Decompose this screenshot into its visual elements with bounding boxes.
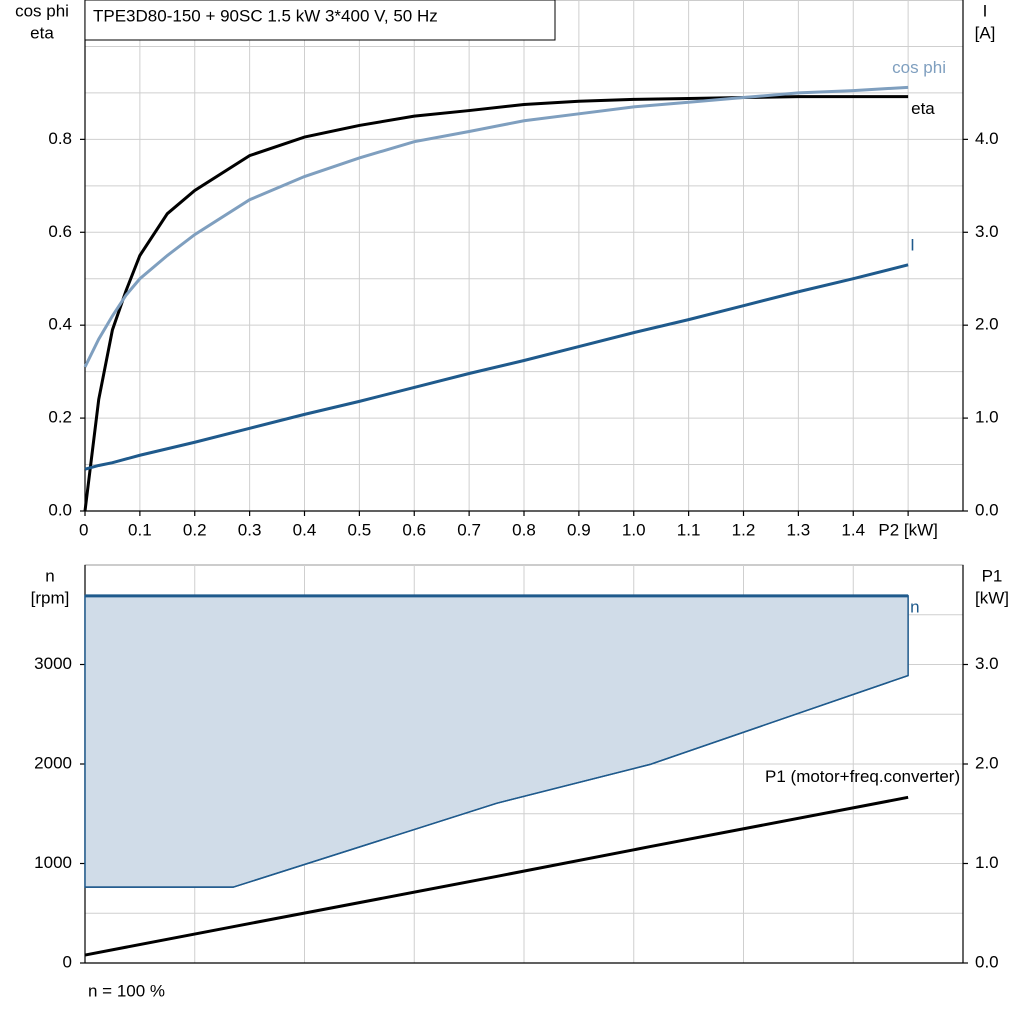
- y-tick-label: 2000: [34, 753, 72, 772]
- x-tick-label: 0.1: [128, 520, 152, 539]
- series-label: cos phi: [892, 58, 946, 77]
- x-tick-label: 0.6: [402, 520, 426, 539]
- series-label: eta: [911, 99, 935, 118]
- x-tick-label: 0.2: [183, 520, 207, 539]
- x-tick-label: 1.3: [787, 520, 811, 539]
- y2-axis-label: P1: [982, 566, 1003, 585]
- series-label: P1 (motor+freq.converter): [765, 767, 960, 786]
- y-tick-label: 1000: [34, 853, 72, 872]
- series-label: I: [910, 235, 915, 254]
- y2-axis-label: [kW]: [975, 588, 1009, 607]
- x-tick-label: 1.0: [622, 520, 646, 539]
- series-label: n: [910, 597, 919, 616]
- y2-tick-label: 0.0: [975, 500, 999, 519]
- y2-tick-label: 1.0: [975, 853, 999, 872]
- y-axis-label: n: [45, 566, 54, 585]
- y-axis-label: [rpm]: [31, 588, 70, 607]
- y-tick-label: 0.8: [48, 129, 72, 148]
- y2-tick-label: 2.0: [975, 753, 999, 772]
- x-tick-label: 0.7: [457, 520, 481, 539]
- y2-tick-label: 2.0: [975, 315, 999, 334]
- x-tick-label: 1.2: [732, 520, 756, 539]
- y-tick-label: 3000: [34, 654, 72, 673]
- series-line: [84, 263, 909, 471]
- series-line: [84, 795, 909, 957]
- y2-tick-label: 1.0: [975, 408, 999, 427]
- y-tick-label: 0: [63, 952, 72, 971]
- n-lower-line: [85, 674, 909, 888]
- x-tick-label: 0.4: [293, 520, 317, 539]
- y2-axis-label: [A]: [975, 23, 996, 42]
- x-tick-label: 0.9: [567, 520, 591, 539]
- y2-tick-label: 0.0: [975, 952, 999, 971]
- y-tick-label: 0.6: [48, 222, 72, 241]
- y-tick-label: 0.0: [48, 500, 72, 519]
- note: n = 100 %: [88, 981, 165, 1000]
- x-tick-label: 0.8: [512, 520, 536, 539]
- x-tick-label: 0.5: [348, 520, 372, 539]
- x-tick-label: 0: [79, 520, 88, 539]
- x-tick-label: 1.1: [677, 520, 701, 539]
- chart-title: TPE3D80-150 + 90SC 1.5 kW 3*400 V, 50 Hz: [93, 6, 438, 25]
- y2-tick-label: 3.0: [975, 222, 999, 241]
- x-tick-label: P2 [kW]: [878, 520, 938, 539]
- y-axis-label: cos phi: [15, 1, 69, 20]
- y2-tick-label: 3.0: [975, 654, 999, 673]
- title-box: [84, 0, 556, 41]
- y-tick-label: 0.4: [48, 315, 72, 334]
- y-axis-label: eta: [30, 23, 54, 42]
- y2-axis-label: I: [983, 1, 988, 20]
- y2-tick-label: 4.0: [975, 129, 999, 148]
- x-tick-label: 0.3: [238, 520, 262, 539]
- x-tick-label: 1.4: [841, 520, 865, 539]
- series-line: [83, 85, 909, 368]
- y-tick-label: 0.2: [48, 408, 72, 427]
